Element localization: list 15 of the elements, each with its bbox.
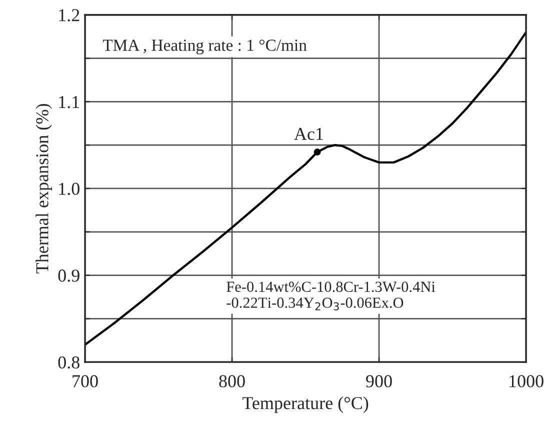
y-tick-label: 1.1 bbox=[59, 96, 80, 108]
x-tick-label: 900 bbox=[366, 375, 392, 388]
y-axis-title: Thermal expansion (%) bbox=[36, 104, 52, 274]
x-tick-label: 700 bbox=[72, 375, 98, 388]
x-tick-label: 800 bbox=[219, 375, 245, 388]
y-tick-label: 0.9 bbox=[58, 270, 80, 282]
line-series bbox=[85, 31, 526, 346]
annotation: TMA , Heating rate : 1 °C/min bbox=[102, 40, 307, 54]
x-axis-title: Temperature (°C) bbox=[242, 396, 368, 413]
y-tick-label: 1.0 bbox=[59, 182, 80, 196]
annotation: Ac1 bbox=[294, 128, 323, 140]
x-tick-label: 1000 bbox=[510, 375, 544, 388]
annotation: Fe-0.14wt%C-10.8Cr-1.3W-0.4Ni -0.22Ti-0.34Y$_{2}$O$_{3}$-0.06Ex.O bbox=[226, 282, 436, 310]
y-tick-label: 0.8 bbox=[58, 356, 80, 369]
y-tick-label: 1.2 bbox=[59, 9, 80, 22]
